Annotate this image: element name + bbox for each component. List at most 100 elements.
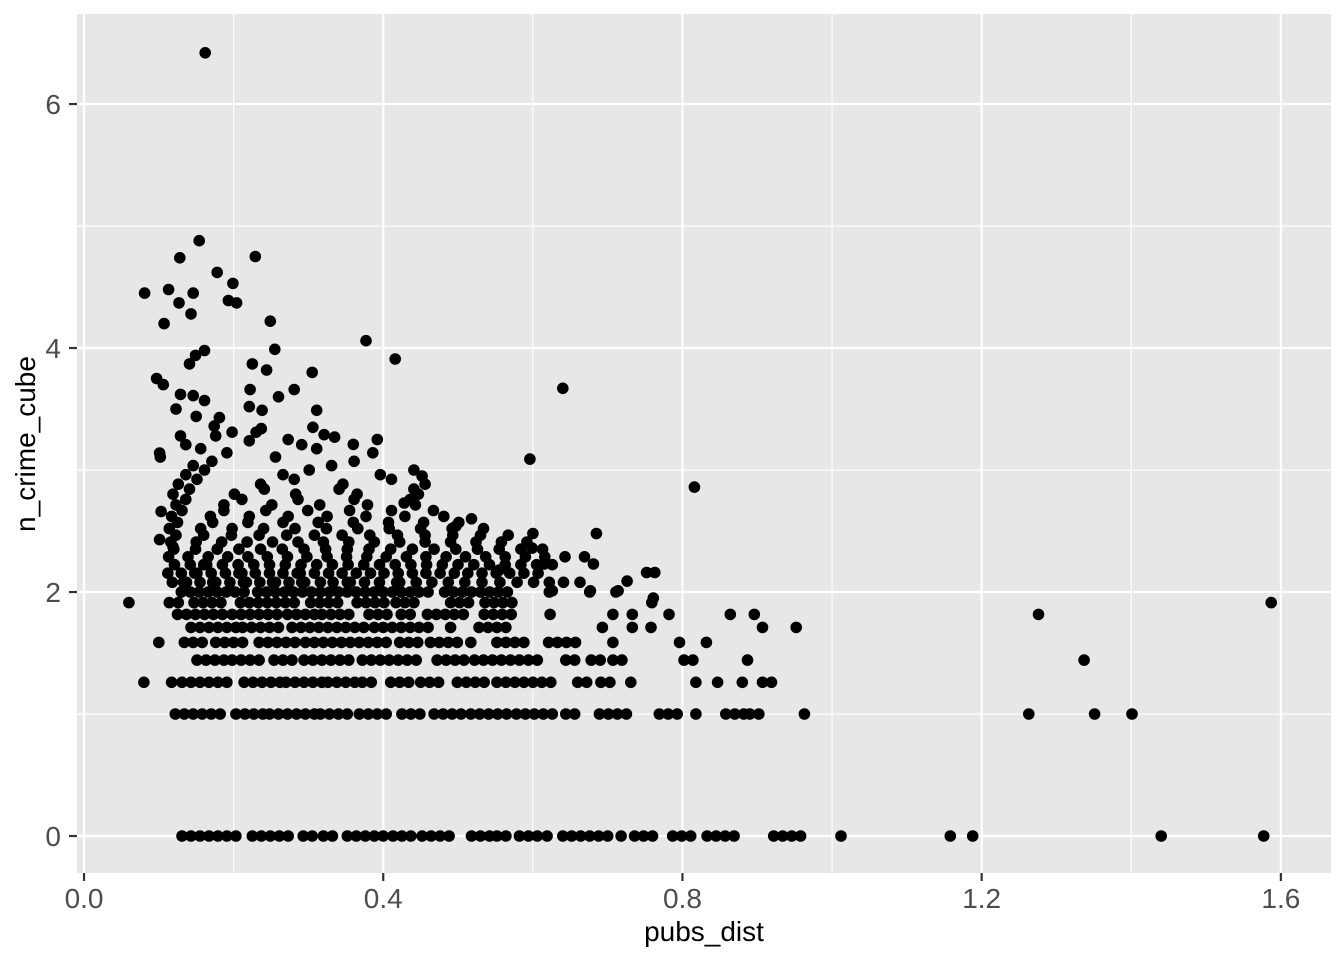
data-point — [736, 676, 749, 689]
data-point — [462, 567, 474, 579]
data-point — [176, 676, 188, 689]
data-point — [427, 504, 440, 517]
data-point — [560, 636, 573, 649]
data-point — [353, 708, 366, 720]
data-point — [325, 654, 337, 666]
data-point — [391, 529, 404, 541]
data-point — [688, 481, 701, 493]
data-point — [362, 636, 375, 649]
data-point — [568, 654, 581, 666]
data-point — [711, 676, 724, 689]
data-point — [211, 586, 223, 598]
data-point — [434, 830, 446, 842]
data-point — [465, 513, 478, 525]
data-point — [264, 315, 277, 328]
data-point — [238, 586, 250, 598]
data-point — [1088, 708, 1101, 720]
data-point — [378, 567, 390, 579]
data-point — [744, 708, 756, 720]
data-point — [203, 676, 215, 689]
data-point — [269, 343, 281, 356]
data-point — [193, 586, 205, 598]
data-point — [277, 468, 289, 481]
data-point — [519, 708, 532, 720]
data-point — [724, 608, 737, 621]
data-point — [710, 830, 722, 842]
data-point — [494, 576, 506, 589]
data-point — [209, 430, 222, 442]
data-point — [753, 708, 765, 720]
data-point — [584, 585, 597, 597]
data-point — [296, 586, 309, 598]
data-point — [193, 234, 205, 247]
data-point — [243, 400, 256, 413]
data-point — [560, 708, 572, 720]
data-point — [414, 676, 427, 689]
data-point — [281, 608, 294, 621]
data-point — [557, 830, 569, 842]
data-point — [410, 576, 423, 589]
data-point — [243, 596, 256, 609]
data-point — [235, 654, 247, 666]
data-point — [701, 830, 713, 842]
data-point — [473, 621, 485, 634]
data-point — [487, 608, 500, 621]
data-point — [371, 708, 384, 720]
data-point — [247, 676, 259, 689]
data-point — [378, 596, 390, 609]
data-point — [377, 621, 390, 634]
data-point — [278, 586, 291, 598]
data-point — [477, 654, 490, 666]
data-point — [292, 536, 304, 548]
data-point — [304, 596, 317, 609]
data-point — [197, 596, 209, 609]
data-point — [208, 420, 220, 432]
data-point — [404, 621, 417, 634]
data-point — [966, 830, 979, 842]
data-point — [385, 504, 398, 517]
data-point — [185, 308, 197, 320]
data-point — [666, 830, 679, 842]
data-point — [393, 676, 406, 689]
data-point — [172, 596, 185, 609]
data-point — [347, 438, 360, 451]
data-point — [626, 608, 639, 621]
data-point — [491, 676, 503, 689]
data-point — [256, 676, 268, 689]
data-point — [295, 621, 307, 634]
data-point — [794, 830, 807, 842]
data-point — [187, 708, 199, 720]
data-point — [282, 830, 295, 842]
data-point — [212, 830, 224, 842]
data-point — [268, 654, 280, 666]
data-point — [265, 676, 277, 689]
data-point — [310, 558, 323, 571]
data-point — [322, 621, 334, 634]
data-point — [276, 543, 289, 555]
data-point — [385, 473, 398, 486]
x-tick-label: 1.2 — [962, 883, 1001, 914]
data-point — [166, 576, 179, 589]
data-point — [592, 830, 605, 842]
data-point — [175, 567, 188, 579]
data-point — [191, 654, 203, 666]
data-point — [386, 621, 399, 634]
data-point — [500, 708, 513, 720]
data-point — [479, 596, 491, 609]
data-point — [790, 621, 802, 634]
data-point — [526, 542, 538, 554]
data-point — [281, 708, 294, 720]
data-point — [364, 529, 376, 541]
data-point — [343, 504, 356, 517]
data-point — [176, 830, 188, 842]
data-point — [218, 636, 231, 649]
data-point — [204, 510, 217, 523]
data-point — [341, 708, 354, 720]
data-point — [288, 383, 301, 396]
data-point — [637, 830, 650, 842]
data-point — [510, 708, 523, 720]
data-point — [232, 558, 244, 571]
data-point — [447, 586, 460, 598]
data-point — [372, 608, 384, 621]
